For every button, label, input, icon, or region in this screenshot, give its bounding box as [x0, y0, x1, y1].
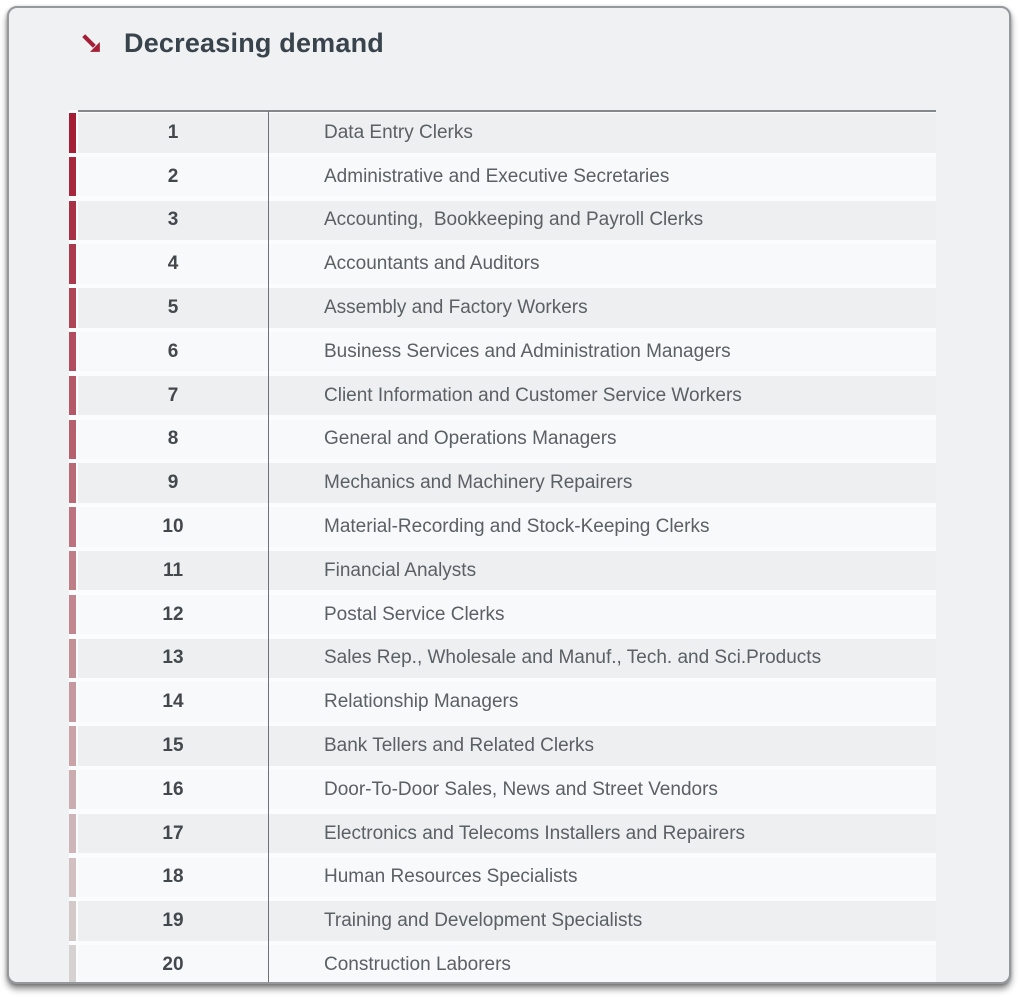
- table-row: 5 Assembly and Factory Workers: [69, 288, 936, 328]
- table-row: 9 Mechanics and Machinery Repairers: [69, 463, 936, 503]
- rank-number: 15: [162, 734, 184, 756]
- rank-number: 11: [162, 559, 184, 581]
- rank-accent-bar: [69, 244, 76, 284]
- rank-number: 4: [167, 253, 179, 275]
- table-row: 10 Material-Recording and Stock-Keeping …: [69, 507, 936, 547]
- rank-number: 19: [162, 910, 184, 932]
- occupation-label: General and Operations Managers: [324, 428, 617, 450]
- rank-number: 5: [167, 296, 179, 318]
- rank-number: 8: [167, 428, 179, 450]
- rank-accent-bar: [69, 901, 76, 941]
- header: Decreasing demand: [79, 28, 384, 59]
- rank-number: 16: [162, 778, 184, 800]
- table-row: 7 Client Information and Customer Servic…: [69, 375, 936, 416]
- table-row: 2 Administrative and Executive Secretari…: [69, 156, 936, 197]
- occupation-label: Financial Analysts: [324, 559, 477, 581]
- rank-number: 9: [167, 472, 179, 494]
- rank-number: 6: [167, 340, 179, 362]
- rank-accent-bar: [69, 463, 76, 503]
- arrow-down-right-icon: [79, 31, 104, 56]
- table-row: 13 Sales Rep., Wholesale and Manuf., Tec…: [69, 638, 936, 679]
- occupation-label: Bank Tellers and Related Clerks: [324, 734, 595, 756]
- rank-number: 20: [162, 953, 184, 975]
- occupation-label: Assembly and Factory Workers: [324, 296, 588, 318]
- rank-accent-bar: [69, 331, 76, 372]
- table-row: 15 Bank Tellers and Related Clerks: [69, 726, 936, 766]
- rank-number: 7: [167, 384, 179, 406]
- occupation-label: Relationship Managers: [324, 691, 519, 713]
- rank-number: 3: [167, 209, 179, 231]
- rank-number: 2: [167, 165, 179, 187]
- table-row: 18 Human Resources Specialists: [69, 857, 936, 898]
- rank-number: 12: [162, 603, 184, 625]
- rank-number: 17: [162, 822, 184, 844]
- table-row: 11 Financial Analysts: [69, 550, 936, 591]
- rank-number: 13: [162, 647, 184, 669]
- occupation-label: Accountants and Auditors: [324, 253, 540, 275]
- occupation-label: Postal Service Clerks: [324, 603, 505, 625]
- rank-accent-bar: [69, 945, 76, 982]
- occupation-label: Mechanics and Machinery Repairers: [324, 472, 633, 494]
- rank-number: 10: [162, 515, 184, 537]
- rank-accent-bar: [69, 507, 76, 547]
- table-row: 3 Accounting, Bookkeeping and Payroll Cl…: [69, 200, 936, 241]
- rank-accent-bar: [69, 550, 76, 591]
- table-rows: 1 Data Entry Clerks 2 Administrative and…: [69, 113, 936, 982]
- rank-number: 14: [162, 691, 184, 713]
- rank-accent-bar: [69, 594, 76, 635]
- rank-number: 1: [167, 121, 179, 143]
- rank-accent-bar: [69, 769, 76, 810]
- table-row: 19 Training and Development Specialists: [69, 901, 936, 941]
- occupation-label: Client Information and Customer Service …: [324, 384, 742, 406]
- rank-accent-bar: [69, 638, 76, 679]
- table-row: 17 Electronics and Telecoms Installers a…: [69, 813, 936, 854]
- rank-accent-bar: [69, 813, 76, 854]
- occupation-label: Human Resources Specialists: [324, 866, 578, 888]
- table-row: 1 Data Entry Clerks: [69, 113, 936, 153]
- rank-number: 18: [162, 866, 184, 888]
- occupation-label: Electronics and Telecoms Installers and …: [324, 822, 746, 844]
- occupation-label: Training and Development Specialists: [324, 910, 643, 932]
- table-row: 16 Door-To-Door Sales, News and Street V…: [69, 769, 936, 810]
- occupation-label: Business Services and Administration Man…: [324, 340, 731, 362]
- page-title: Decreasing demand: [124, 28, 384, 58]
- table-row: 6 Business Services and Administration M…: [69, 331, 936, 372]
- occupation-label: Material-Recording and Stock-Keeping Cle…: [324, 515, 710, 537]
- occupation-label: Data Entry Clerks: [324, 121, 473, 143]
- rank-accent-bar: [69, 156, 76, 197]
- screenshot-frame: Decreasing demand 1 Data Entry Clerks 2 …: [7, 6, 1011, 984]
- table-row: 4 Accountants and Auditors: [69, 244, 936, 284]
- table-row: 12 Postal Service Clerks: [69, 594, 936, 635]
- occupation-label: Sales Rep., Wholesale and Manuf., Tech. …: [324, 647, 822, 669]
- column-divider: [268, 111, 269, 982]
- occupation-label: Accounting, Bookkeeping and Payroll Cler…: [324, 209, 704, 231]
- table-row: 8 General and Operations Managers: [69, 419, 936, 460]
- rank-accent-bar: [69, 375, 76, 416]
- rank-accent-bar: [69, 726, 76, 766]
- rank-accent-bar: [69, 419, 76, 460]
- table-row: 20 Construction Laborers: [69, 945, 936, 982]
- rank-accent-bar: [69, 288, 76, 328]
- occupation-label: Administrative and Executive Secretaries: [324, 165, 670, 187]
- rank-accent-bar: [69, 857, 76, 898]
- table-top-rule: [78, 110, 936, 112]
- ranking-table: 1 Data Entry Clerks 2 Administrative and…: [69, 110, 936, 982]
- rank-accent-bar: [69, 682, 76, 722]
- rank-accent-bar: [69, 113, 76, 153]
- occupation-label: Construction Laborers: [324, 953, 511, 975]
- table-row: 14 Relationship Managers: [69, 682, 936, 722]
- occupation-label: Door-To-Door Sales, News and Street Vend…: [324, 778, 718, 800]
- rank-accent-bar: [69, 200, 76, 241]
